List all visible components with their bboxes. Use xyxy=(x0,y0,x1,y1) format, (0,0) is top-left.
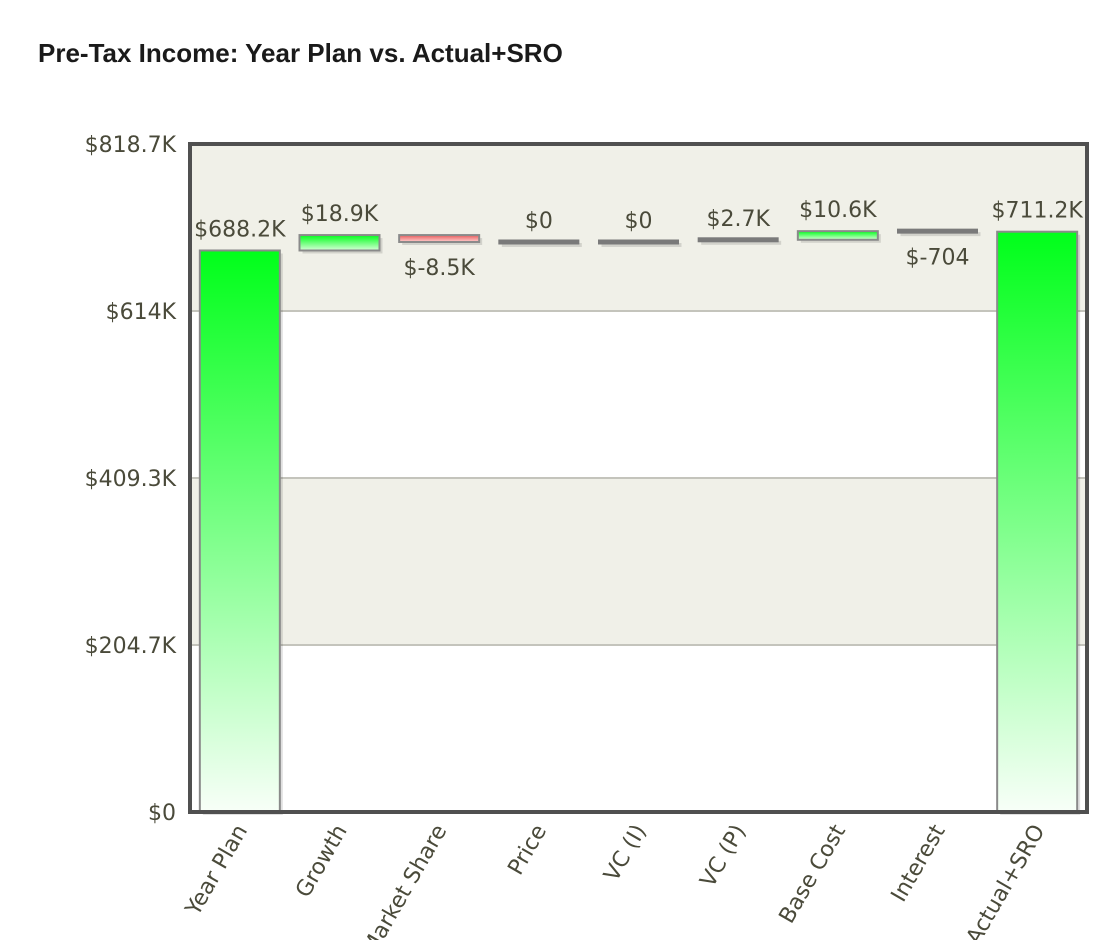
bar-vc-p- xyxy=(697,237,779,243)
grid-band xyxy=(190,478,1087,645)
x-tick-label: Market Share xyxy=(358,821,453,940)
bar-market-share xyxy=(398,234,481,243)
plot-frame xyxy=(188,142,1089,814)
bar-year-plan xyxy=(198,249,281,813)
bar-growth xyxy=(298,234,381,252)
bar-shadow xyxy=(900,232,981,237)
chart-title: Pre-Tax Income: Year Plan vs. Actual+SRO xyxy=(38,38,563,68)
x-tick-label: Price xyxy=(504,821,552,880)
x-tick-label: VC (I) xyxy=(600,821,652,886)
data-label: $18.9K xyxy=(301,202,379,227)
x-tick-label: Interest xyxy=(887,820,951,906)
bar-shadow xyxy=(601,242,682,247)
bar-price xyxy=(498,239,580,245)
bar-vc-i- xyxy=(598,239,679,245)
data-label: $0 xyxy=(625,209,653,234)
data-label: $-704 xyxy=(906,246,970,271)
data-label: $711.2K xyxy=(991,199,1083,224)
x-tick-label: Growth xyxy=(291,821,352,902)
grid-band xyxy=(190,144,1087,312)
data-label: $0 xyxy=(525,209,553,234)
data-label: $10.6K xyxy=(799,198,877,223)
data-label: $688.2K xyxy=(194,217,286,242)
y-tick-label: $409.3K xyxy=(85,467,177,492)
x-tick-label: Base Cost xyxy=(775,820,852,928)
data-label: $2.7K xyxy=(706,207,770,232)
y-tick-label: $614K xyxy=(106,300,177,325)
data-label: $-8.5K xyxy=(403,256,475,281)
x-tick-label: VC (P) xyxy=(696,821,752,892)
bar-shadow xyxy=(701,240,782,245)
bar-interest xyxy=(897,228,978,234)
bar-actual-sro xyxy=(996,230,1079,813)
bar-shadow xyxy=(501,242,582,247)
y-tick-label: $0 xyxy=(148,801,176,826)
x-tick-label: Year Plan xyxy=(181,821,253,921)
y-tick-label: $204.7K xyxy=(85,634,177,659)
y-tick-label: $818.7K xyxy=(85,133,177,158)
x-tick-label: Actual+SRO xyxy=(962,821,1051,940)
bar-base-cost xyxy=(796,230,879,241)
